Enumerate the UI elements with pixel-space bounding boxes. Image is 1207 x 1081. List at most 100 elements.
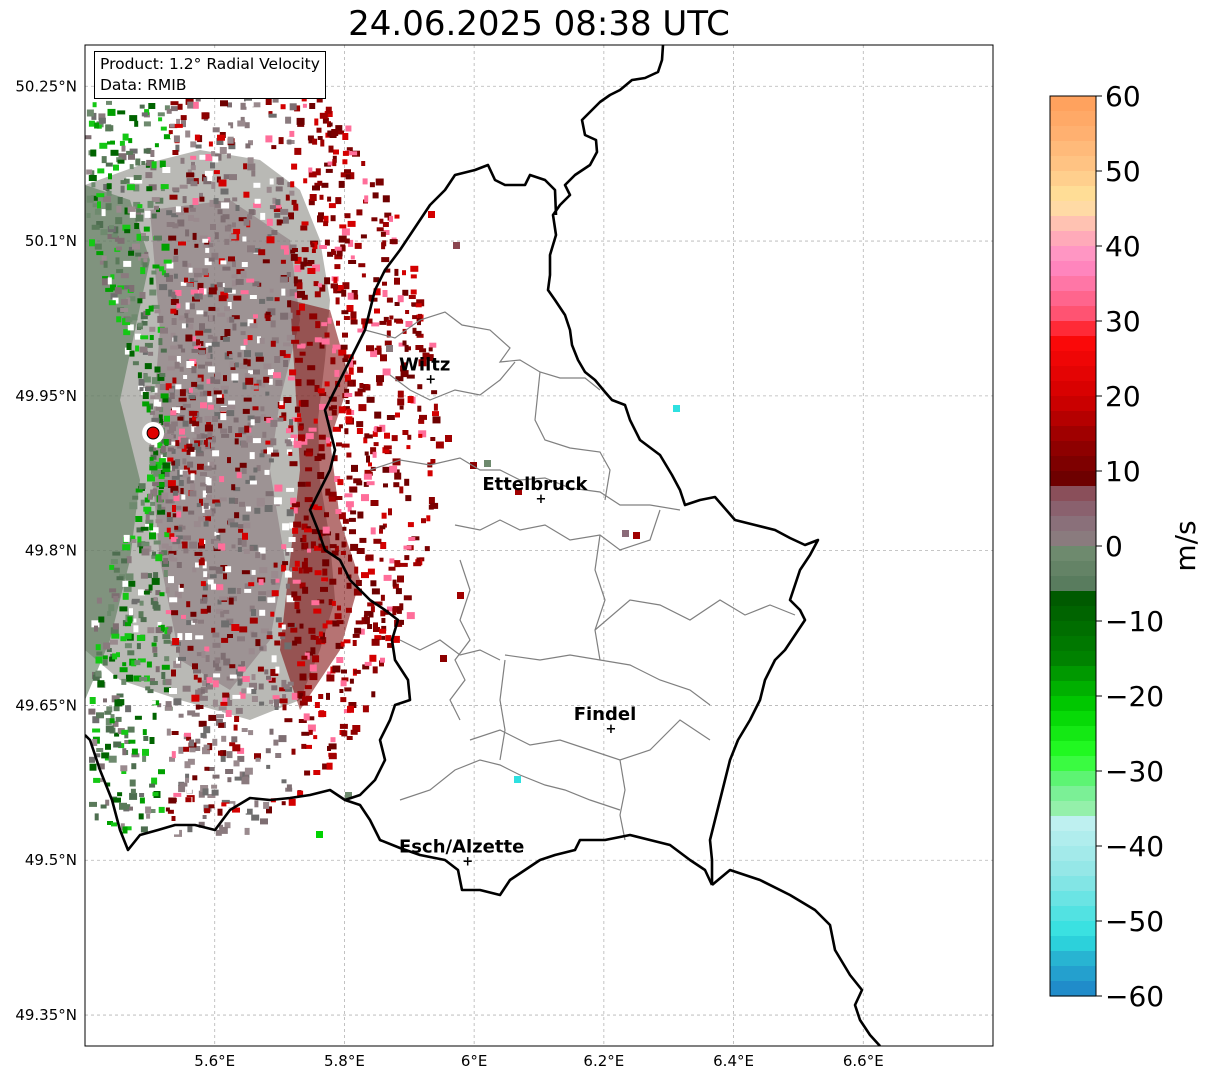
radar-pixel <box>168 289 173 297</box>
radar-pixel <box>258 683 264 690</box>
radar-pixel <box>334 545 339 552</box>
radar-pixel <box>360 234 367 239</box>
radar-pixel <box>212 699 218 707</box>
radar-pixel <box>238 217 247 222</box>
radar-pixel <box>248 582 255 587</box>
radar-pixel <box>149 523 154 531</box>
radar-pixel <box>316 127 322 133</box>
radar-pixel <box>220 260 227 265</box>
radar-pixel <box>196 652 205 657</box>
radar-pixel <box>130 788 136 794</box>
radar-pixel <box>250 576 255 583</box>
radar-pixel <box>194 551 203 556</box>
radar-pixel <box>106 190 112 196</box>
radar-pixel <box>88 120 95 127</box>
colorbar-segment <box>1050 771 1096 787</box>
radar-pixel <box>345 416 353 424</box>
radar-pixel <box>220 755 226 762</box>
radar-pixel <box>198 350 206 356</box>
radar-pixel <box>337 130 344 135</box>
radar-pixel <box>280 104 286 110</box>
radar-pixel <box>131 660 137 667</box>
radar-pixel <box>374 411 382 419</box>
radar-pixel <box>395 469 400 474</box>
radar-pixel <box>178 480 184 486</box>
radar-pixel <box>294 265 302 273</box>
radar-pixel <box>265 440 274 445</box>
radar-pixel <box>342 518 349 524</box>
radar-pixel <box>145 686 151 691</box>
radar-pixel <box>223 375 227 382</box>
radar-pixel <box>334 369 340 377</box>
radar-pixel <box>161 664 170 670</box>
radar-pixel <box>217 209 223 215</box>
radar-pixel <box>128 153 135 160</box>
radar-pixel <box>183 535 191 541</box>
radar-pixel <box>152 377 160 385</box>
radar-pixel <box>286 289 292 297</box>
radar-pixel <box>317 388 325 394</box>
radar-pixel <box>251 674 256 681</box>
radar-pixel <box>152 482 160 487</box>
radar-pixel <box>168 797 177 804</box>
radar-pixel <box>189 417 197 424</box>
radar-pixel <box>243 549 250 554</box>
radar-pixel <box>308 138 315 144</box>
radar-pixel <box>259 337 265 344</box>
radar-pixel <box>131 539 137 543</box>
radar-pixel <box>247 157 254 164</box>
radar-pixel <box>170 308 177 314</box>
radar-pixel <box>199 192 203 197</box>
radar-pixel <box>165 610 174 615</box>
radar-pixel <box>113 706 120 712</box>
radar-pixel <box>283 360 289 367</box>
radar-pixel <box>171 213 179 218</box>
radar-pixel <box>382 466 390 473</box>
radar-pixel <box>311 249 316 253</box>
radar-pixel <box>274 640 281 646</box>
radar-pixel <box>227 136 234 144</box>
colorbar-segment <box>1050 861 1096 877</box>
radar-pixel <box>162 396 169 403</box>
radar-pixel <box>253 467 258 473</box>
radar-pixel <box>168 235 177 241</box>
colorbar-segment <box>1050 486 1096 502</box>
radar-pixel <box>330 737 336 743</box>
radar-pixel <box>175 206 181 213</box>
radar-pixel <box>314 456 322 461</box>
radar-pixel <box>285 548 290 556</box>
lon-tick-label: 6.4°E <box>713 1052 754 1070</box>
radar-pixel <box>300 343 306 348</box>
radar-pixel <box>327 317 332 324</box>
radar-pixel <box>372 430 378 437</box>
radar-pixel <box>147 689 154 694</box>
radar-pixel <box>212 416 218 422</box>
radar-pixel <box>249 323 258 329</box>
radar-pixel <box>198 790 205 798</box>
radar-pixel <box>220 291 229 299</box>
radar-pixel <box>263 801 270 809</box>
radar-pixel <box>137 372 142 379</box>
radar-pixel <box>161 492 169 500</box>
commune-line <box>469 719 711 761</box>
radar-pixel <box>236 472 242 479</box>
colorbar-segment <box>1050 666 1096 682</box>
green-inbound-area <box>85 185 150 700</box>
radar-pixel <box>147 200 154 208</box>
radar-pixel <box>213 198 219 205</box>
radar-pixel <box>229 174 237 181</box>
radar-pixel <box>198 364 205 369</box>
radar-pixel <box>173 255 179 262</box>
radar-pixel <box>203 502 209 509</box>
radar-pixel <box>111 633 120 639</box>
radar-pixel <box>185 773 190 780</box>
radar-pixel <box>331 600 336 606</box>
radar-pixel <box>172 377 177 384</box>
radar-pixel <box>181 120 186 128</box>
radar-pixel <box>165 678 172 685</box>
colorbar-segment <box>1050 366 1096 382</box>
radar-pixel <box>349 529 356 535</box>
colorbar-tick-label: 50 <box>1105 155 1141 188</box>
radar-pixel <box>389 215 393 222</box>
radar-pixel <box>251 609 256 616</box>
